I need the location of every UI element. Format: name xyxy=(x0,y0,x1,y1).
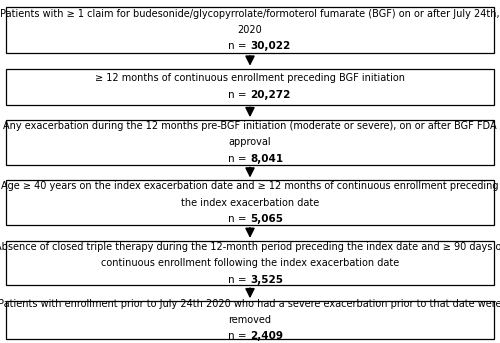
Bar xyxy=(6,301,494,339)
Text: approval: approval xyxy=(228,137,272,147)
Bar xyxy=(6,7,494,53)
Text: n =: n = xyxy=(228,42,250,51)
Text: n =: n = xyxy=(228,331,250,342)
Text: n =: n = xyxy=(228,274,250,285)
Bar xyxy=(6,69,494,105)
Text: Patients with ≥ 1 claim for budesonide/glycopyrrolate/formoterol fumarate (BGF) : Patients with ≥ 1 claim for budesonide/g… xyxy=(0,9,500,19)
Text: 3,525: 3,525 xyxy=(250,274,283,285)
Text: n =: n = xyxy=(228,154,250,164)
Bar xyxy=(6,120,494,165)
Bar xyxy=(6,180,494,225)
Text: 2020: 2020 xyxy=(238,25,262,35)
Text: Any exacerbation during the 12 months pre-BGF initiation (moderate or severe), o: Any exacerbation during the 12 months pr… xyxy=(3,121,497,131)
Text: 8,041: 8,041 xyxy=(250,154,283,164)
Text: the index exacerbation date: the index exacerbation date xyxy=(181,198,319,208)
Text: 5,065: 5,065 xyxy=(250,214,283,224)
Text: 30,022: 30,022 xyxy=(250,42,290,51)
Text: n =: n = xyxy=(228,90,250,100)
Text: removed: removed xyxy=(228,315,272,325)
Text: Patients with enrollment prior to July 24th 2020 who had a severe exacerbation p: Patients with enrollment prior to July 2… xyxy=(0,298,500,309)
Text: 20,272: 20,272 xyxy=(250,90,290,100)
Text: Age ≥ 40 years on the index exacerbation date and ≥ 12 months of continuous enro: Age ≥ 40 years on the index exacerbation… xyxy=(1,181,499,191)
Text: 2,409: 2,409 xyxy=(250,331,283,342)
Bar xyxy=(6,241,494,285)
Text: Absence of closed triple therapy during the 12-month period preceding the index : Absence of closed triple therapy during … xyxy=(0,241,500,252)
Text: ≥ 12 months of continuous enrollment preceding BGF initiation: ≥ 12 months of continuous enrollment pre… xyxy=(95,73,405,83)
Text: continuous enrollment following the index exacerbation date: continuous enrollment following the inde… xyxy=(101,258,399,268)
Text: n =: n = xyxy=(228,214,250,224)
